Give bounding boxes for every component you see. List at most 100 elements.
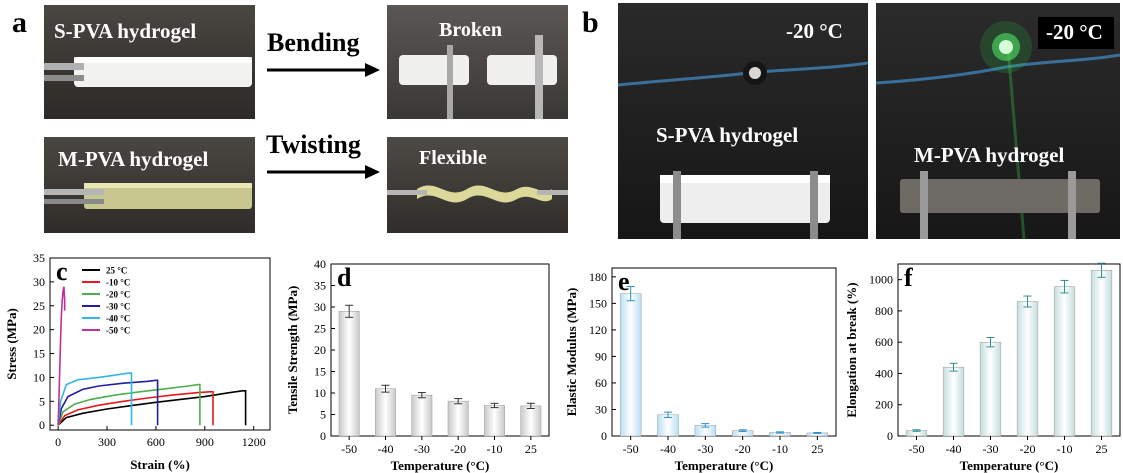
y-axis-label: Tensile Strength (MPa) bbox=[285, 286, 300, 415]
x-tick-label: 25 bbox=[811, 442, 823, 456]
y-tick-label: 20 bbox=[33, 323, 45, 337]
x-axis-label: Temperature (°C) bbox=[675, 458, 774, 473]
panel-letter-e: e bbox=[618, 267, 630, 296]
twisting-label: Twisting bbox=[266, 130, 361, 159]
m-pva-led-label: M-PVA hydrogel bbox=[914, 143, 1065, 167]
x-tick-label: -40 bbox=[378, 442, 394, 456]
legend-label-2: -20 °C bbox=[106, 290, 130, 300]
broken-label: Broken bbox=[439, 19, 502, 41]
bar bbox=[1016, 301, 1039, 437]
bar bbox=[520, 405, 542, 437]
s-pva-led-label: S-PVA hydrogel bbox=[656, 123, 799, 147]
x-tick-label: -10 bbox=[487, 442, 503, 456]
y-tick-label: 0 bbox=[601, 429, 607, 443]
bar-group bbox=[1090, 262, 1113, 437]
bar-group bbox=[769, 431, 791, 437]
y-tick-label: 400 bbox=[875, 366, 893, 380]
bar-group bbox=[338, 304, 360, 437]
x-tick-label: -40 bbox=[660, 442, 676, 456]
series-line-3 bbox=[57, 379, 159, 426]
y-tick-label: 30 bbox=[595, 402, 607, 416]
y-tick-label: 60 bbox=[595, 376, 607, 390]
bar-group bbox=[1016, 295, 1039, 437]
broken-hydrogel-photo: Broken bbox=[387, 5, 568, 119]
x-tick-label: -50 bbox=[341, 442, 357, 456]
series-line-1 bbox=[57, 391, 214, 426]
legend-label-5: -50 °C bbox=[106, 326, 130, 336]
y-tick-label: 0 bbox=[39, 418, 45, 432]
m-pva-temperature-box bbox=[1038, 17, 1114, 49]
series-line-2 bbox=[57, 383, 201, 426]
y-tick-label: 35 bbox=[314, 279, 326, 293]
s-pva-hydrogel-label: S-PVA hydrogel bbox=[54, 19, 197, 43]
legend-label-3: -30 °C bbox=[106, 302, 130, 312]
panel-letter-f: f bbox=[904, 263, 913, 292]
x-tick-label: 600 bbox=[147, 435, 165, 449]
bar-group bbox=[619, 286, 642, 437]
y-tick-label: 0 bbox=[887, 429, 893, 443]
bar bbox=[979, 341, 1002, 437]
bar bbox=[338, 311, 360, 437]
y-tick-label: 10 bbox=[33, 370, 45, 384]
bar bbox=[447, 400, 469, 437]
y-axis-label: Stress (MPa) bbox=[4, 308, 19, 380]
m-pva-led-photo: -20 °C M-PVA hydrogel bbox=[876, 3, 1120, 239]
bar-group bbox=[657, 411, 679, 437]
y-tick-label: 150 bbox=[589, 296, 607, 310]
bar-group bbox=[694, 423, 717, 437]
x-tick-label: 1200 bbox=[242, 435, 266, 449]
y-tick-label: 200 bbox=[875, 398, 893, 412]
m-pva-hydrogel-photo: M-PVA hydrogel bbox=[44, 137, 255, 233]
x-tick-label: 0 bbox=[55, 435, 61, 449]
panel-letter-c: c bbox=[56, 257, 68, 286]
flexible-label: Flexible bbox=[419, 147, 487, 169]
elastic-modulus-chart: 0 30 60 90 120 150 180 Temperature (°C) Elastic … bbox=[564, 267, 837, 473]
y-tick-label: 40 bbox=[314, 257, 326, 271]
bar-group bbox=[375, 384, 396, 437]
plot-frame bbox=[49, 257, 271, 431]
y-axis-label: Elongation at break (%) bbox=[844, 282, 859, 417]
legend-label-1: -10 °C bbox=[106, 278, 130, 288]
bar bbox=[657, 414, 679, 437]
y-tick-label: 800 bbox=[875, 304, 893, 318]
x-tick-label: -20 bbox=[1020, 442, 1036, 456]
x-tick-label: 900 bbox=[196, 435, 214, 449]
bar-group bbox=[806, 431, 829, 437]
panel-letter-b: b bbox=[582, 6, 599, 39]
bar bbox=[484, 405, 505, 437]
x-tick-label: -30 bbox=[414, 442, 430, 456]
m-pva-hydrogel-label: M-PVA hydrogel bbox=[58, 147, 209, 171]
x-tick-label: -50 bbox=[909, 442, 925, 456]
s-pva-hydrogel-photo: S-PVA hydrogel bbox=[44, 5, 255, 119]
bar bbox=[375, 388, 396, 437]
y-tick-label: 25 bbox=[33, 299, 45, 313]
bar-group bbox=[520, 402, 542, 437]
y-tick-label: 1000 bbox=[869, 273, 893, 287]
x-tick-label: -40 bbox=[946, 442, 962, 456]
x-tick-label: -10 bbox=[772, 442, 788, 456]
y-axis-label: Elastic Modulus (MPa) bbox=[564, 288, 579, 417]
bar bbox=[619, 293, 642, 437]
plot-frame bbox=[611, 267, 837, 437]
plot-frame bbox=[330, 263, 550, 437]
series-line-5 bbox=[57, 286, 66, 426]
bar-group bbox=[484, 402, 505, 437]
y-tick-label: 5 bbox=[320, 408, 326, 422]
bar bbox=[411, 394, 433, 437]
y-tick-label: 30 bbox=[314, 300, 326, 314]
series-line-0 bbox=[57, 390, 247, 426]
y-tick-label: 35 bbox=[33, 251, 45, 265]
x-tick-label: -30 bbox=[983, 442, 999, 456]
x-tick-label: -50 bbox=[623, 442, 639, 456]
y-tick-label: 90 bbox=[595, 349, 607, 363]
x-tick-label: -10 bbox=[1057, 442, 1073, 456]
y-tick-label: 10 bbox=[314, 386, 326, 400]
x-tick-label: 300 bbox=[98, 435, 116, 449]
m-pva-temperature-label: -20 °C bbox=[1046, 20, 1103, 44]
y-tick-label: 20 bbox=[314, 343, 326, 357]
x-tick-label: 25 bbox=[1096, 442, 1108, 456]
x-axis-label: Strain (%) bbox=[130, 457, 190, 472]
legend-label-4: -40 °C bbox=[106, 314, 130, 324]
twisting-arrow bbox=[267, 165, 380, 179]
x-axis-label: Temperature (°C) bbox=[391, 458, 490, 473]
